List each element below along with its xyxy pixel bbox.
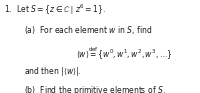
Text: (a)  For each element $w$ in $S$, find: (a) For each element $w$ in $S$, find: [24, 24, 152, 36]
Text: 1.  Let $S = \{z \in \mathbb{C}\mid z^6 = 1\}$.: 1. Let $S = \{z \in \mathbb{C}\mid z^6 =…: [4, 3, 106, 17]
Text: $\langle w \rangle \overset{\mathrm{def}}{=} \{w^0, w^1, w^2, w^3, \ldots\}$: $\langle w \rangle \overset{\mathrm{def}…: [76, 46, 173, 62]
Text: (b)  Find the primitive elements of $S$.: (b) Find the primitive elements of $S$.: [24, 84, 166, 93]
Text: and then $|\langle w \rangle|$.: and then $|\langle w \rangle|$.: [24, 65, 81, 78]
